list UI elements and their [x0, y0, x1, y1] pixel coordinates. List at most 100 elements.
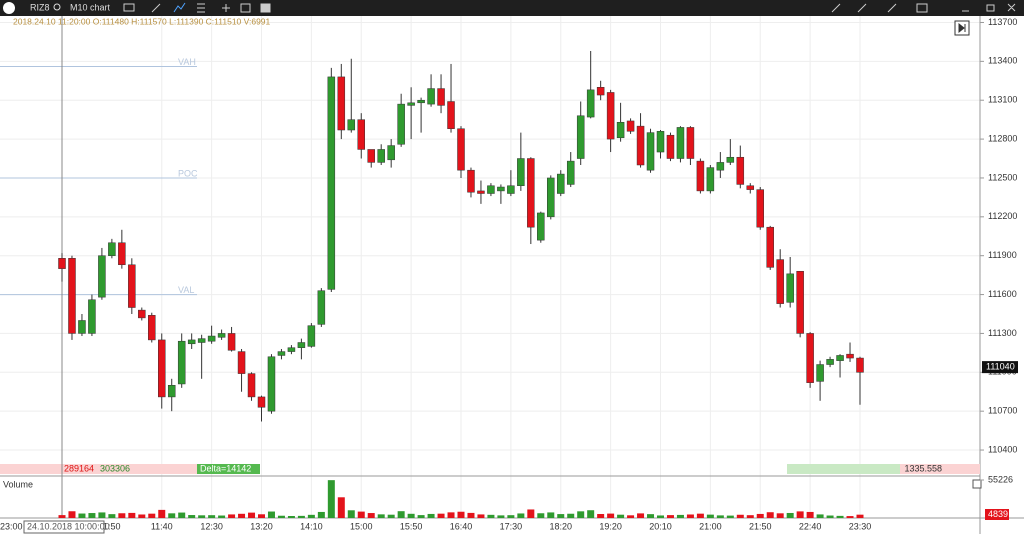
volume-bar: [347, 510, 355, 518]
volume-bar: [597, 514, 605, 518]
candle-body: [786, 273, 794, 303]
candle-body: [487, 185, 495, 194]
volume-bar: [706, 514, 714, 518]
candle-body: [227, 333, 236, 351]
symbol[interactable]: RIZ8: [30, 2, 50, 12]
candle-body: [626, 120, 635, 132]
candle-body: [297, 342, 306, 348]
last-volume-box: [985, 509, 1009, 520]
candle-body: [138, 309, 146, 319]
window-icon[interactable]: [240, 3, 251, 13]
candle-body: [856, 357, 864, 373]
volume-bar: [457, 511, 465, 518]
candle-body: [367, 149, 375, 163]
y-tick-label: 113100: [988, 95, 1017, 105]
volume-bar: [776, 513, 784, 518]
candle-body: [576, 115, 585, 159]
last-volume: 4839: [988, 509, 1008, 519]
candle-body: [646, 132, 655, 171]
candle-body: [58, 258, 66, 269]
candle-body: [656, 131, 665, 153]
volume-bar: [317, 511, 325, 518]
volume-bar: [587, 510, 595, 518]
volume-bar: [666, 515, 674, 518]
candle-body: [706, 167, 715, 192]
volume-bar: [716, 515, 724, 518]
chart-type-icon[interactable]: [123, 3, 135, 12]
volume-bar: [78, 513, 86, 518]
candle-body: [387, 145, 395, 161]
candle-body: [277, 351, 286, 356]
x-tick-label: 14:10: [300, 521, 323, 531]
volume-bar: [68, 511, 76, 518]
volume-bar: [58, 515, 66, 518]
logo[interactable]: [3, 2, 15, 14]
volume-bar: [98, 512, 106, 518]
last-price-box: [982, 361, 1018, 374]
candle-body: [337, 76, 346, 131]
candle-body: [167, 385, 176, 398]
candle-body: [327, 76, 336, 290]
profile-level-label: POC: [178, 168, 198, 178]
volume-bar: [557, 514, 565, 518]
volume-bar: [307, 514, 315, 518]
y-tick-label: 110400: [988, 444, 1017, 454]
close-pane[interactable]: [972, 479, 982, 489]
candle-body: [247, 373, 256, 398]
volume-bar: [806, 511, 814, 518]
volume-bar: [696, 513, 704, 518]
volume-bar: [676, 514, 684, 518]
candle-body: [666, 134, 675, 159]
x-tick-label: 23:30: [849, 521, 872, 531]
candle-body: [746, 185, 755, 190]
x-tick-label: 22:40: [799, 521, 822, 531]
list-icon[interactable]: [197, 3, 205, 13]
volume-bar: [427, 513, 435, 518]
candle-body: [347, 119, 356, 131]
add-icon[interactable]: [222, 4, 230, 12]
profile-level-label: VAH: [178, 57, 196, 67]
scroll-end-icon: [958, 22, 966, 34]
delta-sell: 289164: [64, 463, 94, 473]
timeframe[interactable]: M10 chart: [70, 2, 111, 12]
volume-bar: [756, 513, 764, 518]
volume-bar: [168, 513, 176, 518]
candle-body: [98, 255, 106, 298]
candle-body: [158, 339, 166, 398]
candle-body: [118, 242, 126, 266]
candle-body: [497, 186, 505, 192]
x-tick-label: 15:50: [400, 521, 423, 531]
candle-body: [616, 121, 625, 139]
x-tick-label: 21:50: [749, 521, 772, 531]
candle-body: [177, 340, 186, 385]
candle-body: [636, 125, 645, 166]
volume-bar: [477, 514, 485, 518]
window-controls[interactable]: [962, 3, 1016, 12]
volume-bar: [188, 515, 196, 518]
tool-icons[interactable]: [831, 3, 897, 13]
volume-bar: [357, 511, 365, 518]
volume-bar: [517, 513, 525, 518]
indicator-icon[interactable]: [173, 2, 186, 13]
x-tick-label: 16:40: [450, 521, 473, 531]
volume-bar: [128, 512, 136, 518]
pen-icon[interactable]: [151, 3, 161, 13]
candle-body: [766, 226, 774, 268]
y-tick-label: 111600: [988, 289, 1017, 299]
volume-bar: [527, 509, 535, 518]
volume-bar: [617, 514, 625, 518]
delta-box: [197, 464, 260, 474]
volume-bar: [178, 512, 186, 518]
y-tick-label: 112800: [988, 133, 1017, 143]
search-icon[interactable]: [53, 3, 61, 11]
layout-icon[interactable]: [260, 3, 271, 13]
last-price: 111040: [986, 361, 1015, 371]
candle-body: [826, 359, 834, 365]
camera-icon[interactable]: [916, 3, 928, 13]
left-time: 23:00: [0, 521, 23, 531]
candle-body: [217, 333, 226, 338]
volume-bar: [746, 515, 754, 518]
x-tick-label: 11:40: [151, 521, 173, 531]
volume-bar: [547, 512, 555, 518]
volume-bar: [108, 514, 116, 518]
